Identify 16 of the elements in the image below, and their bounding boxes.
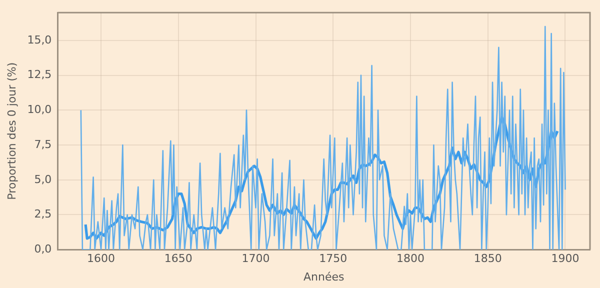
x-tick-label: 1850 (474, 252, 502, 266)
x-axis-title: Années (303, 270, 344, 284)
x-tick-label: 1700 (242, 252, 270, 266)
x-tick-label: 1650 (164, 252, 192, 266)
y-tick-label: 5,0 (34, 172, 52, 186)
y-tick-label: 12,5 (27, 68, 52, 82)
y-axis-title: Proportion des 0 jour (%) (5, 62, 18, 200)
x-tick-label: 1900 (551, 252, 580, 266)
y-tick-label: 0,0 (34, 242, 52, 256)
x-tick-label: 1750 (319, 252, 348, 266)
x-tick-label: 1600 (87, 252, 116, 266)
y-tick-label: 2,5 (34, 208, 52, 221)
y-tick-label: 10,0 (27, 103, 52, 116)
y-tick-label: 15,0 (27, 33, 52, 46)
x-tick-label: 1800 (396, 252, 424, 266)
y-tick-label: 7,5 (34, 138, 52, 151)
